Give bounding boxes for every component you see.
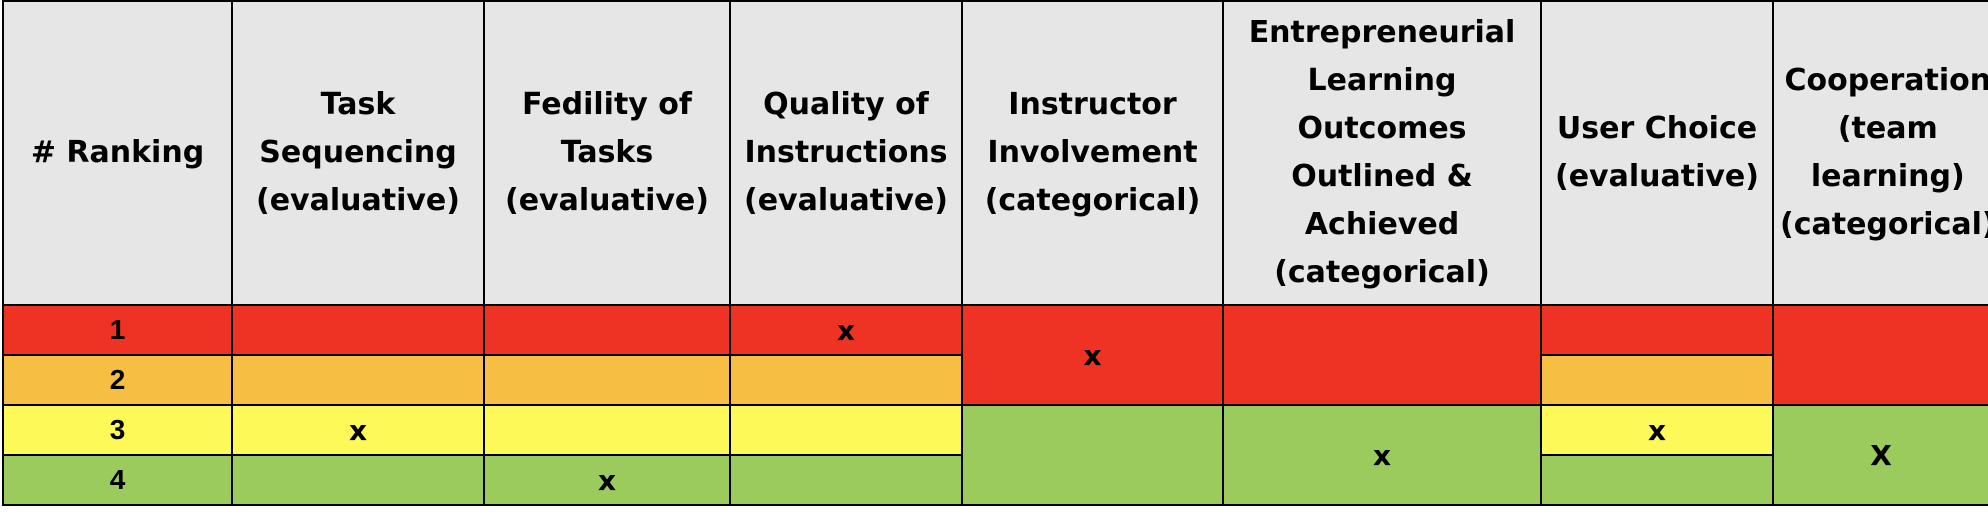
ranking-table: # Ranking Task Sequencing (evaluative) F… [2, 0, 1988, 506]
header-user-choice: User Choice (evaluative) [1540, 0, 1774, 306]
cell-instructor-3-4 [961, 404, 1224, 506]
fedility-mark: x [483, 454, 731, 506]
cell-task-sequencing-4 [231, 454, 485, 506]
cell-user-choice-2 [1540, 354, 1774, 406]
user-choice-mark: x [1540, 404, 1774, 456]
rank-label-4: 4 [2, 454, 233, 506]
cell-cooperation-1-2 [1772, 304, 1988, 406]
table-row-rank-2: 2 [2, 354, 1988, 406]
cell-fedility-3 [483, 404, 731, 456]
cell-user-choice-1 [1540, 304, 1774, 356]
header-cooperation: Cooperation (team learning) (categorical… [1772, 0, 1988, 306]
cell-quality-3 [729, 404, 963, 456]
cell-quality-2 [729, 354, 963, 406]
header-quality-of-instructions: Quality of Instructions (evaluative) [729, 0, 963, 306]
rank-label-2: 2 [2, 354, 233, 406]
table-row-rank-3: 3 x x x X [2, 404, 1988, 506]
cell-task-sequencing-1 [231, 304, 485, 356]
rank-label-3: 3 [2, 404, 233, 456]
rank-label-1: 1 [2, 304, 233, 356]
header-row: # Ranking Task Sequencing (evaluative) F… [2, 0, 1988, 306]
cell-quality-4 [729, 454, 963, 506]
header-entrepreneurial-learning-outcomes: Entrepreneurial Learning Outcomes Outlin… [1222, 0, 1542, 306]
table-row-rank-1: 1 x x [2, 304, 1988, 406]
header-fedility-of-tasks: Fedility of Tasks (evaluative) [483, 0, 731, 306]
cell-fedility-2 [483, 354, 731, 406]
table-row-rank-4: 4 x [2, 454, 1988, 506]
cell-fedility-1 [483, 304, 731, 356]
header-instructor-involvement: Instructor Involvement (categorical) [961, 0, 1224, 306]
cell-entrepreneurial-1-2 [1222, 304, 1542, 406]
quality-mark: x [729, 304, 963, 356]
entrepreneurial-mark: x [1222, 404, 1542, 506]
cooperation-mark: X [1772, 404, 1988, 506]
task-sequencing-mark: x [231, 404, 485, 456]
header-task-sequencing: Task Sequencing (evaluative) [231, 0, 485, 306]
header-ranking: # Ranking [2, 0, 233, 306]
instructor-mark: x [961, 304, 1224, 406]
cell-user-choice-4 [1540, 454, 1774, 506]
cell-task-sequencing-2 [231, 354, 485, 406]
